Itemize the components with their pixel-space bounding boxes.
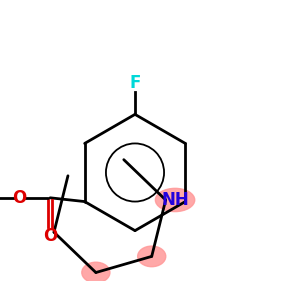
Text: O: O (43, 227, 57, 245)
Ellipse shape (155, 188, 195, 212)
Text: F: F (129, 74, 141, 92)
Ellipse shape (82, 262, 110, 283)
Text: O: O (12, 189, 26, 207)
Text: NH: NH (161, 191, 189, 209)
Ellipse shape (138, 246, 166, 267)
